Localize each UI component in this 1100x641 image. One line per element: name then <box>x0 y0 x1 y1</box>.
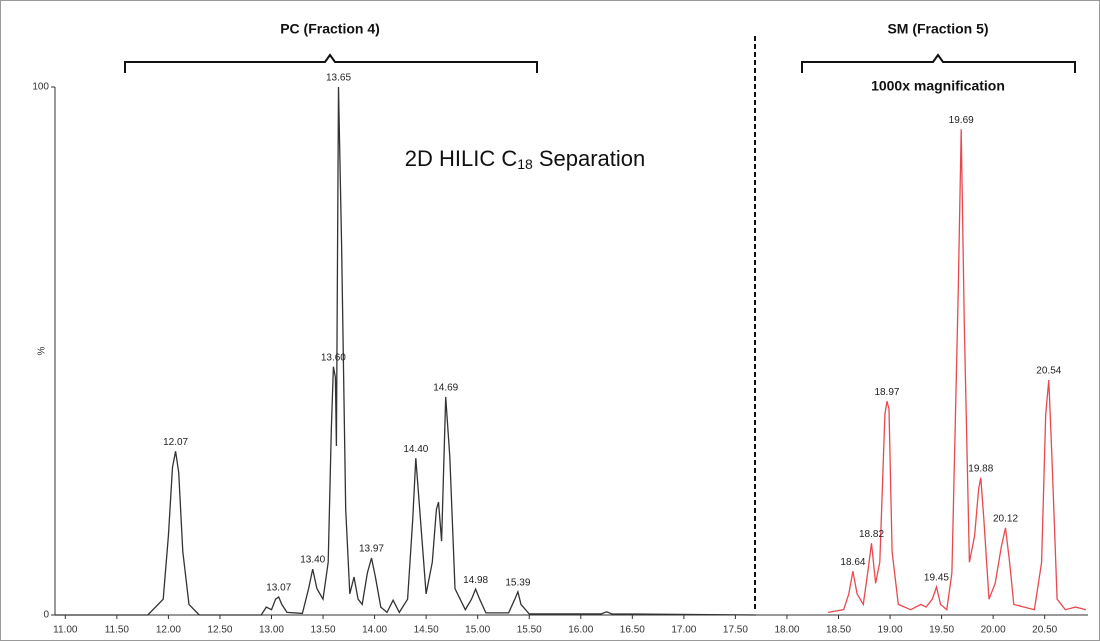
trace <box>55 86 757 616</box>
peak-label: 13.40 <box>300 555 325 566</box>
x-tick-label: 16.00 <box>568 625 593 636</box>
peak-label: 14.40 <box>403 444 428 455</box>
peak-label: 19.88 <box>968 463 993 474</box>
fraction-label: SM (Fraction 5) <box>887 21 988 37</box>
label-subscript: 18 <box>517 156 533 172</box>
x-tick-label: 16.50 <box>620 625 645 636</box>
bracket <box>801 53 1076 73</box>
separation-label: 2D HILIC C18 Separation <box>405 146 645 172</box>
bracket <box>124 53 538 73</box>
x-tick-label: 17.50 <box>723 625 748 636</box>
peak-label: 13.60 <box>321 352 346 363</box>
peak-label: 15.39 <box>505 577 530 588</box>
x-tick-label: 17.00 <box>671 625 696 636</box>
peak-label: 14.69 <box>433 383 458 394</box>
x-tick-label: 14.50 <box>414 625 439 636</box>
peak-label: 20.12 <box>993 514 1018 525</box>
peak-label: 13.65 <box>326 73 351 84</box>
peak-label: 14.98 <box>463 575 488 586</box>
x-tick-label: 14.00 <box>362 625 387 636</box>
x-tick-label: 15.50 <box>517 625 542 636</box>
peak-label: 18.82 <box>859 529 884 540</box>
peak-label: 20.54 <box>1036 366 1061 377</box>
x-tick-label: 13.50 <box>311 625 336 636</box>
x-tick-label: 12.00 <box>156 625 181 636</box>
peak-label: 18.64 <box>840 557 865 568</box>
fraction-label: PC (Fraction 4) <box>280 21 380 37</box>
peak-label: 13.97 <box>359 544 384 555</box>
x-tick-label: 11.00 <box>53 625 78 636</box>
peak-label: 18.97 <box>874 387 899 398</box>
x-tick-label: 20.00 <box>981 625 1006 636</box>
label-part: Separation <box>539 146 645 171</box>
peak-label: 19.45 <box>924 573 949 584</box>
peak-label: 12.07 <box>163 437 188 448</box>
y-axis-label: % <box>37 346 48 355</box>
x-tick-label: 18.50 <box>826 625 851 636</box>
x-tick-label: 19.00 <box>878 625 903 636</box>
x-tick-label: 13.00 <box>259 625 284 636</box>
x-tick-label: 19.50 <box>929 625 954 636</box>
peak-label: 19.69 <box>949 115 974 126</box>
x-tick-label: 15.00 <box>465 625 490 636</box>
y-tick-label: 100 <box>32 82 49 93</box>
magnification-note: 1000x magnification <box>871 78 1005 94</box>
x-tick-label: 20.50 <box>1032 625 1057 636</box>
peak-label: 13.07 <box>266 583 291 594</box>
y-tick-label: 0 <box>43 610 49 621</box>
trace <box>828 129 1087 614</box>
x-tick-label: 11.50 <box>105 625 130 636</box>
x-tick-label: 12.50 <box>207 625 232 636</box>
label-part: 2D HILIC C <box>405 146 518 171</box>
x-tick-label: 18.00 <box>774 625 799 636</box>
